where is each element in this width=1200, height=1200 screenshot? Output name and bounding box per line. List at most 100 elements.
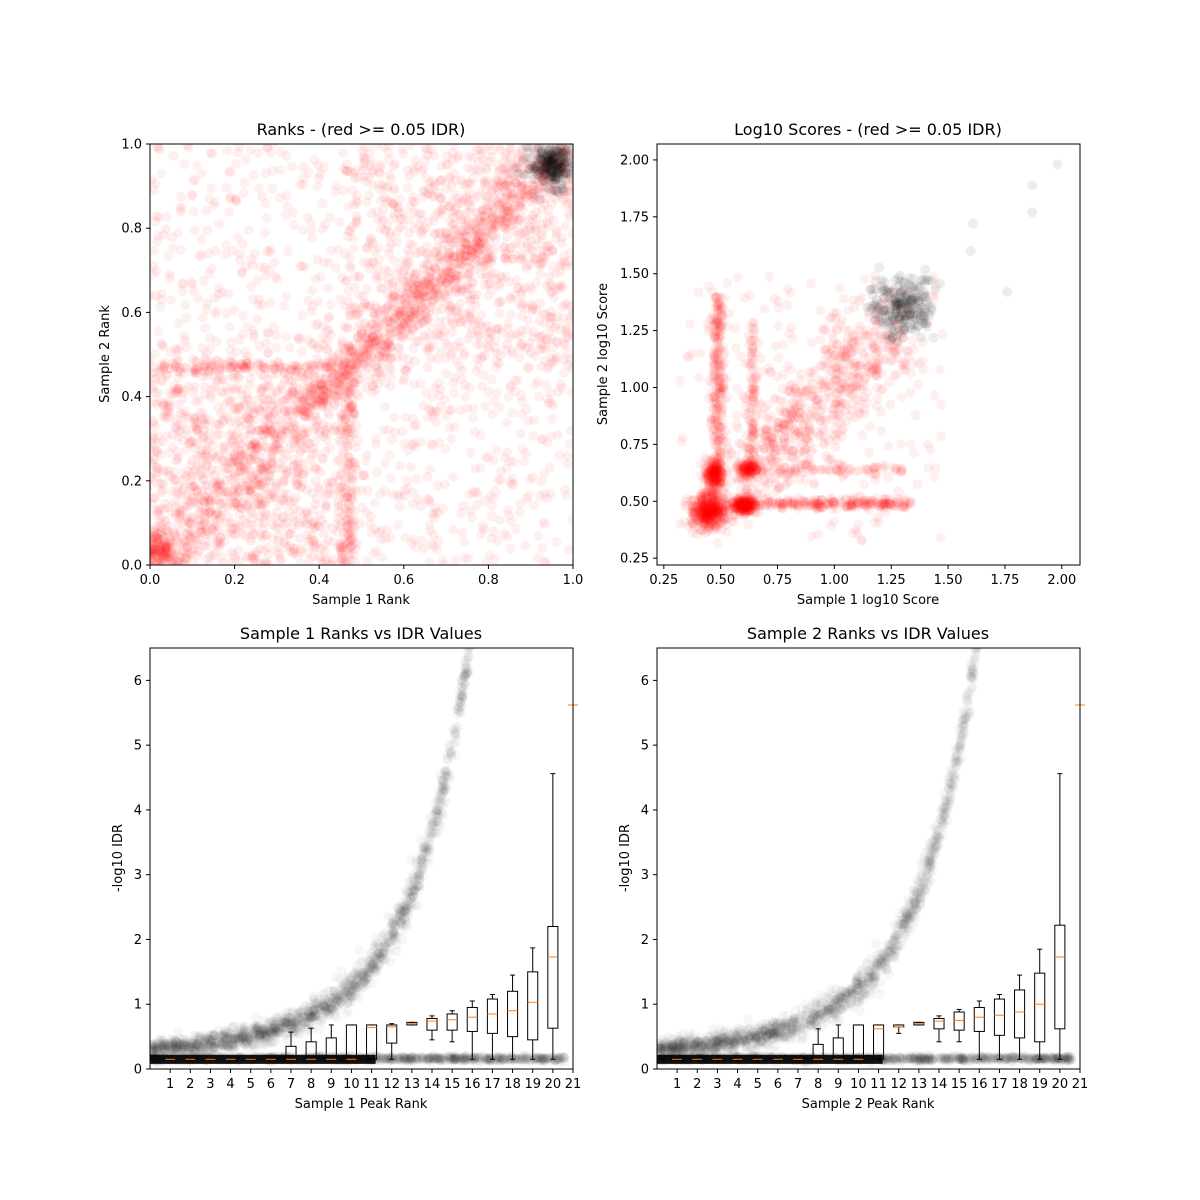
scatter-point <box>312 254 323 265</box>
scatter-point <box>378 351 389 362</box>
scatter-point <box>529 415 540 425</box>
scatter-point <box>521 303 532 314</box>
scatter-point <box>443 283 454 294</box>
scatter-point <box>422 149 433 160</box>
scatter-point <box>232 232 243 242</box>
scatter-point <box>343 362 354 373</box>
scatter-point <box>358 338 369 349</box>
scatter-point <box>247 486 257 497</box>
scatter-point <box>347 533 358 544</box>
scatter-point <box>437 205 448 216</box>
chart-title: Log10 Scores - (red >= 0.05 IDR) <box>734 120 1002 139</box>
scatter-point <box>441 159 452 169</box>
scatter-point <box>443 251 454 262</box>
scatter-point <box>160 465 171 476</box>
scatter-point <box>307 449 317 460</box>
scatter-point <box>334 538 345 549</box>
x-tick-label: 0.4 <box>309 573 330 588</box>
scatter-point <box>448 238 459 249</box>
scatter-point <box>299 515 310 526</box>
scatter-point <box>501 417 512 428</box>
scatter-point <box>223 463 234 474</box>
scatter-point <box>507 188 518 199</box>
scatter-point <box>409 421 420 432</box>
scatter-point <box>404 277 415 287</box>
scatter-point <box>455 298 466 309</box>
scatter-point <box>186 482 197 493</box>
scatter-point <box>191 487 202 498</box>
scatter-point <box>229 450 240 461</box>
scatter-point <box>386 371 397 382</box>
scatter-point <box>364 354 375 365</box>
scatter-point <box>517 153 528 164</box>
scatter-point <box>421 298 432 309</box>
scatter-point <box>558 189 569 200</box>
scatter-point <box>449 251 460 262</box>
scatter-point <box>386 341 397 352</box>
scatter-point <box>507 473 518 484</box>
scatter-point <box>213 509 224 520</box>
scatter-point <box>272 404 283 415</box>
scatter-point <box>475 255 486 266</box>
scatter-point <box>173 383 184 394</box>
scatter-point <box>172 550 183 561</box>
scatter-point <box>439 325 450 336</box>
scatter-point <box>322 335 333 346</box>
scatter-point <box>686 507 697 518</box>
scatter-point <box>272 385 283 396</box>
scatter-point <box>347 471 357 482</box>
scatter-point <box>275 430 286 441</box>
scatter-point <box>338 366 349 377</box>
scatter-point <box>564 174 573 185</box>
scatter-point <box>465 296 476 307</box>
scatter-point <box>323 283 334 294</box>
scatter-point <box>379 485 390 496</box>
scatter-point <box>291 428 302 439</box>
scatter-point <box>330 369 341 380</box>
scatter-point <box>447 219 458 230</box>
scatter-point <box>153 522 164 533</box>
scatter-point <box>498 242 509 253</box>
scatter-point <box>372 359 383 370</box>
scatter-point <box>481 241 492 252</box>
scatter-point <box>478 216 489 227</box>
scatter-point <box>384 316 395 327</box>
scatter-point <box>174 552 185 563</box>
scatter-point <box>344 382 355 393</box>
scatter-point <box>518 221 529 232</box>
scatter-point <box>328 383 339 394</box>
scatter-point <box>179 159 190 170</box>
scatter-point <box>182 541 193 552</box>
scatter-point <box>429 285 440 296</box>
scatter-point <box>555 165 566 176</box>
scatter-point <box>478 369 489 380</box>
scatter-point <box>230 553 241 564</box>
scatter-point <box>347 185 358 196</box>
scatter-point <box>501 231 512 242</box>
scatter-point <box>222 486 233 497</box>
scatter-point <box>239 177 250 188</box>
scatter-point <box>300 411 311 422</box>
scatter-point <box>464 382 475 393</box>
scatter-point <box>260 270 271 281</box>
scatter-point <box>477 381 488 392</box>
scatter-point <box>202 225 213 236</box>
scatter-point <box>299 261 310 272</box>
scatter-point <box>451 233 462 244</box>
scatter-point <box>395 460 405 471</box>
scatter-point <box>281 464 292 475</box>
scatter-point <box>223 462 234 473</box>
scatter-point <box>460 245 471 256</box>
scatter-point <box>443 340 454 351</box>
scatter-point <box>235 421 246 432</box>
scatter-point <box>563 153 573 164</box>
scatter-point <box>411 474 422 484</box>
scatter-point <box>539 158 549 169</box>
scatter-point <box>268 442 279 453</box>
scatter-point <box>230 490 241 501</box>
scatter-point <box>371 434 382 444</box>
scatter-point <box>220 463 231 474</box>
scatter-point <box>376 552 387 563</box>
scatter-point <box>215 497 226 508</box>
scatter-point <box>306 399 317 410</box>
